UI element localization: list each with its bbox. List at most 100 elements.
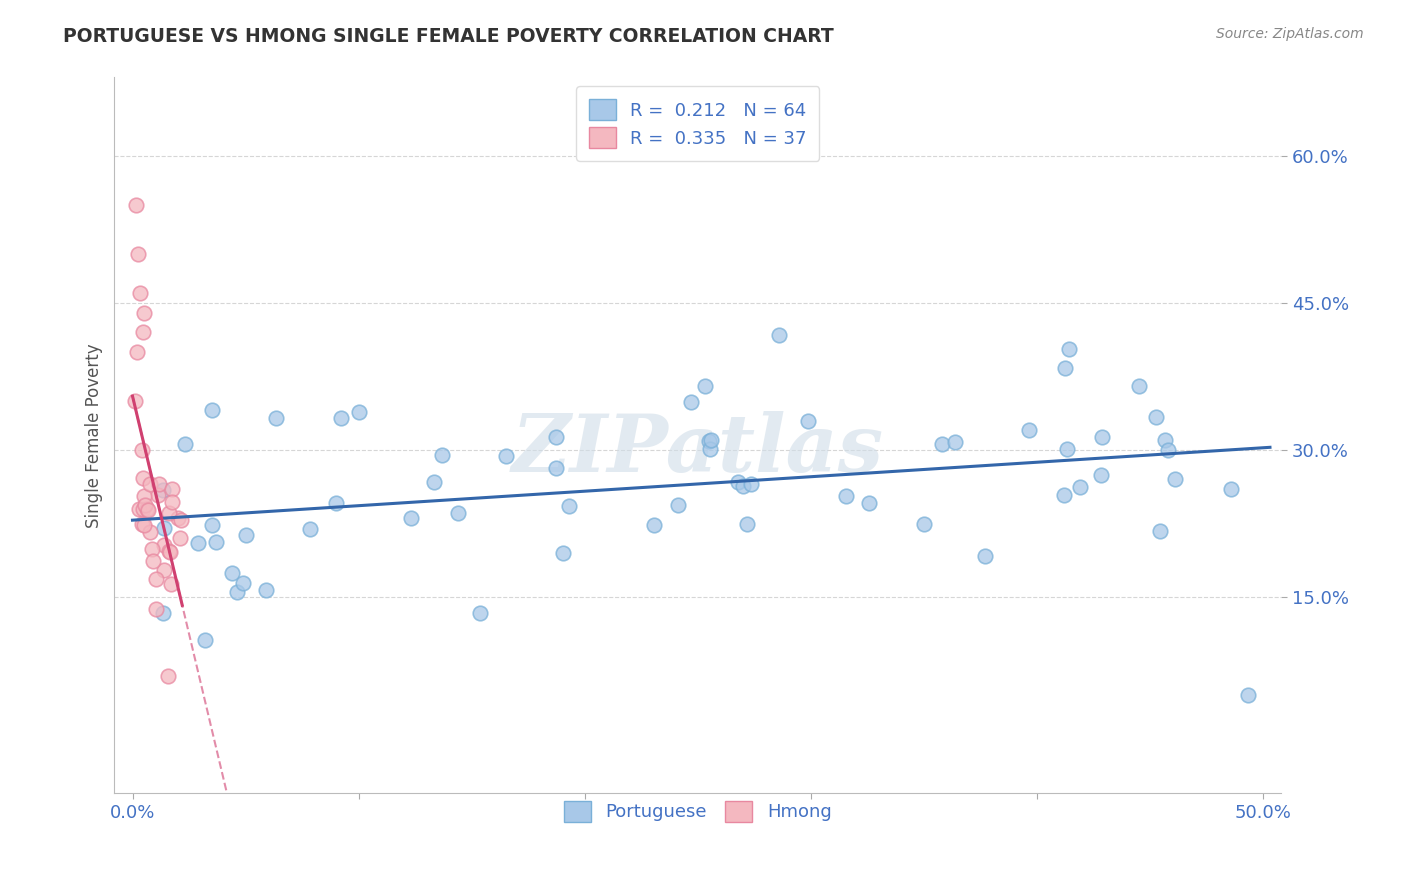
Point — [131, 501, 153, 516]
Point — [187, 535, 209, 549]
Point — [1069, 480, 1091, 494]
Point — [1237, 688, 1260, 702]
Point — [733, 479, 755, 493]
Point — [700, 434, 723, 448]
Point — [132, 326, 155, 340]
Point — [1053, 361, 1076, 376]
Point — [330, 410, 353, 425]
Point — [205, 535, 228, 549]
Point — [146, 488, 169, 502]
Point — [495, 449, 517, 463]
Point — [169, 531, 191, 545]
Point — [134, 518, 156, 533]
Point — [447, 506, 470, 520]
Point — [768, 327, 790, 342]
Point — [136, 502, 159, 516]
Point — [325, 495, 347, 509]
Point — [139, 477, 162, 491]
Point — [125, 345, 148, 359]
Point — [264, 411, 287, 425]
Point — [1056, 442, 1078, 456]
Point — [349, 405, 371, 419]
Point — [931, 436, 953, 450]
Point — [152, 520, 174, 534]
Point — [157, 668, 180, 682]
Point — [254, 582, 277, 597]
Point — [124, 394, 146, 409]
Point — [152, 606, 174, 620]
Point — [1057, 342, 1080, 356]
Point — [1053, 488, 1076, 502]
Point — [152, 483, 174, 497]
Point — [401, 511, 423, 525]
Text: ZIPatlas: ZIPatlas — [512, 411, 884, 489]
Point — [201, 517, 224, 532]
Point — [1128, 379, 1150, 393]
Point — [693, 379, 716, 393]
Point — [1149, 524, 1171, 538]
Point — [1220, 482, 1243, 496]
Point — [129, 286, 152, 301]
Point — [139, 524, 162, 539]
Point — [668, 498, 690, 512]
Point — [153, 538, 176, 552]
Point — [159, 506, 181, 520]
Point — [430, 448, 453, 462]
Point — [914, 516, 936, 531]
Point — [299, 522, 322, 536]
Point — [858, 495, 880, 509]
Point — [152, 563, 174, 577]
Point — [643, 518, 665, 533]
Point — [697, 434, 720, 448]
Point — [134, 499, 156, 513]
Point — [145, 602, 167, 616]
Point — [546, 460, 568, 475]
Point — [134, 489, 156, 503]
Legend: Portuguese, Hmong: Portuguese, Hmong — [551, 789, 844, 834]
Point — [160, 483, 183, 497]
Point — [727, 475, 749, 490]
Point — [1144, 409, 1167, 424]
Point — [135, 502, 157, 516]
Point — [558, 499, 581, 513]
Point — [1157, 443, 1180, 458]
Point — [699, 442, 721, 456]
Point — [1153, 434, 1175, 448]
Point — [1090, 467, 1112, 482]
Point — [1164, 472, 1187, 486]
Point — [162, 495, 184, 509]
Point — [142, 554, 165, 568]
Point — [974, 549, 997, 564]
Point — [174, 437, 197, 451]
Point — [194, 633, 217, 648]
Point — [131, 443, 153, 458]
Point — [132, 306, 155, 320]
Point — [551, 546, 574, 560]
Point — [1091, 430, 1114, 444]
Text: Source: ZipAtlas.com: Source: ZipAtlas.com — [1216, 27, 1364, 41]
Point — [148, 477, 170, 491]
Point — [157, 544, 180, 558]
Point — [170, 513, 193, 527]
Point — [141, 541, 163, 556]
Point — [740, 477, 762, 491]
Point — [797, 414, 820, 428]
Point — [423, 475, 446, 489]
Point — [160, 576, 183, 591]
Point — [201, 402, 224, 417]
Point — [221, 566, 243, 581]
Point — [128, 502, 150, 516]
Point — [735, 516, 758, 531]
Point — [468, 606, 491, 620]
Point — [125, 198, 148, 212]
Point — [145, 572, 167, 586]
Y-axis label: Single Female Poverty: Single Female Poverty — [86, 343, 103, 528]
Point — [132, 471, 155, 485]
Text: PORTUGUESE VS HMONG SINGLE FEMALE POVERTY CORRELATION CHART: PORTUGUESE VS HMONG SINGLE FEMALE POVERT… — [63, 27, 834, 45]
Point — [1018, 424, 1040, 438]
Point — [544, 430, 567, 444]
Point — [834, 489, 856, 503]
Point — [131, 516, 153, 531]
Point — [226, 585, 249, 599]
Point — [127, 247, 149, 261]
